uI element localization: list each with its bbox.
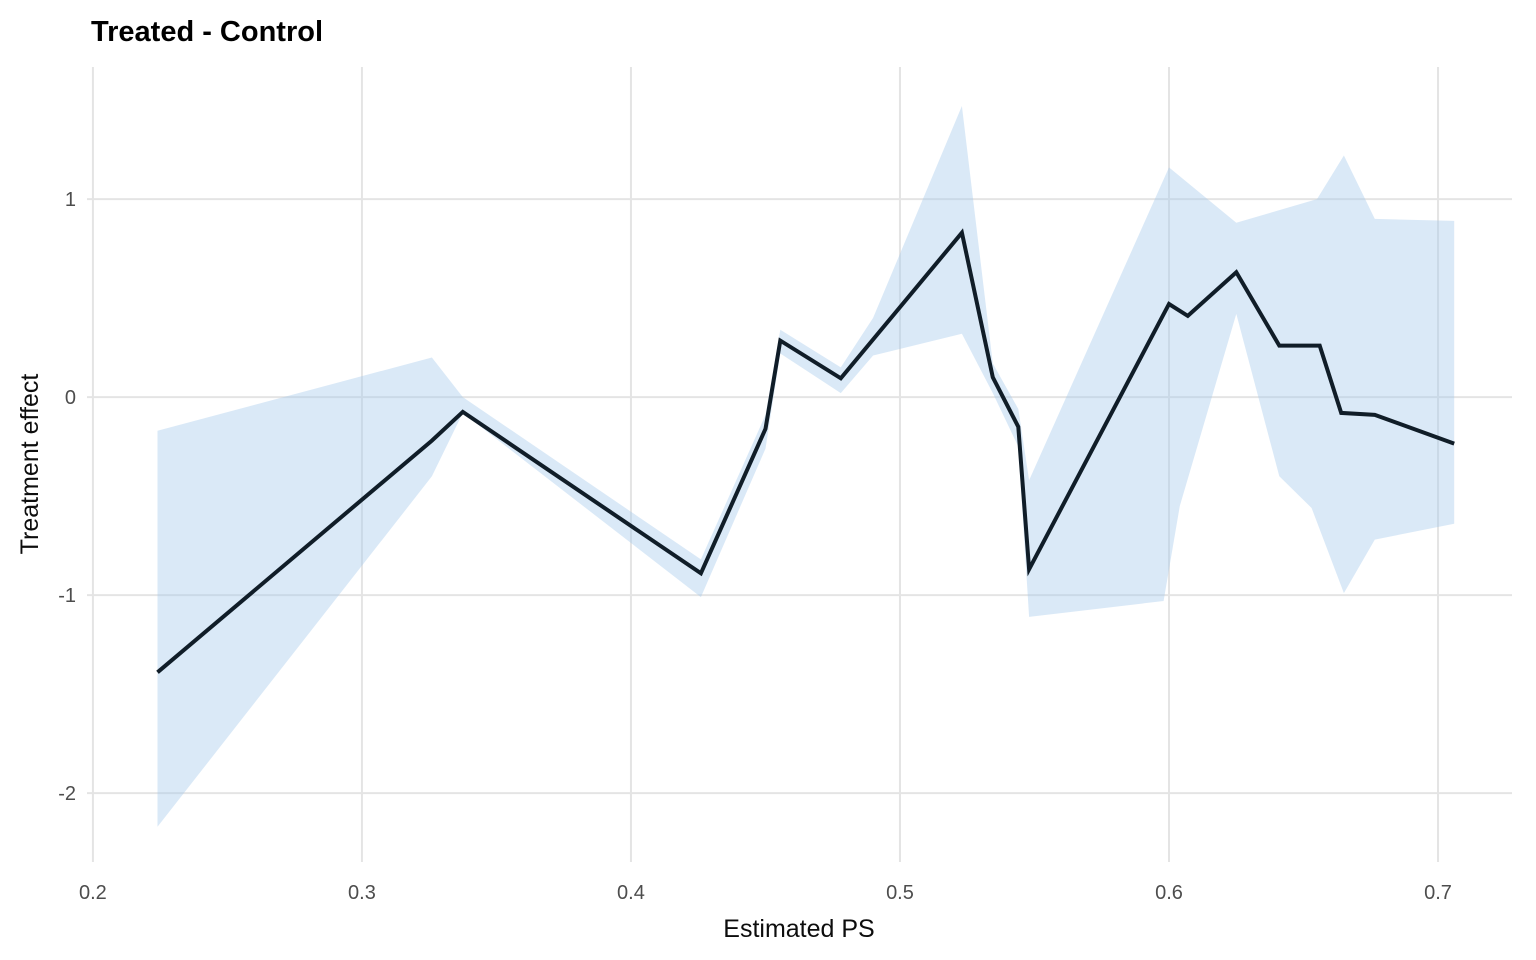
x-tick-label: 0.4 [617,882,645,904]
y-tick-label: -2 [58,783,76,805]
y-axis-title: Treatment effect [16,374,44,555]
x-tick-label: 0.3 [348,882,376,904]
axis-label-layer: 0.2 0.3 0.4 0.5 0.6 0.7 1 0 -1 -2 [58,189,1452,904]
x-tick-label: 0.2 [79,882,107,904]
confidence-ribbon [157,106,1455,827]
series-line-layer [156,228,1455,674]
x-axis-title: Estimated PS [723,915,874,943]
y-tick-label: 0 [65,387,76,409]
x-tick-label: 0.7 [1424,882,1452,904]
y-tick-label: 1 [65,189,76,211]
x-tick-label: 0.5 [886,882,914,904]
grid-layer [87,67,1512,862]
x-tick-label: 0.6 [1155,882,1183,904]
treatment-effect-line [156,228,1455,674]
confidence-ribbon-layer [157,106,1455,827]
plot-title: Treated - Control [91,16,323,48]
y-tick-label: -1 [58,585,76,607]
